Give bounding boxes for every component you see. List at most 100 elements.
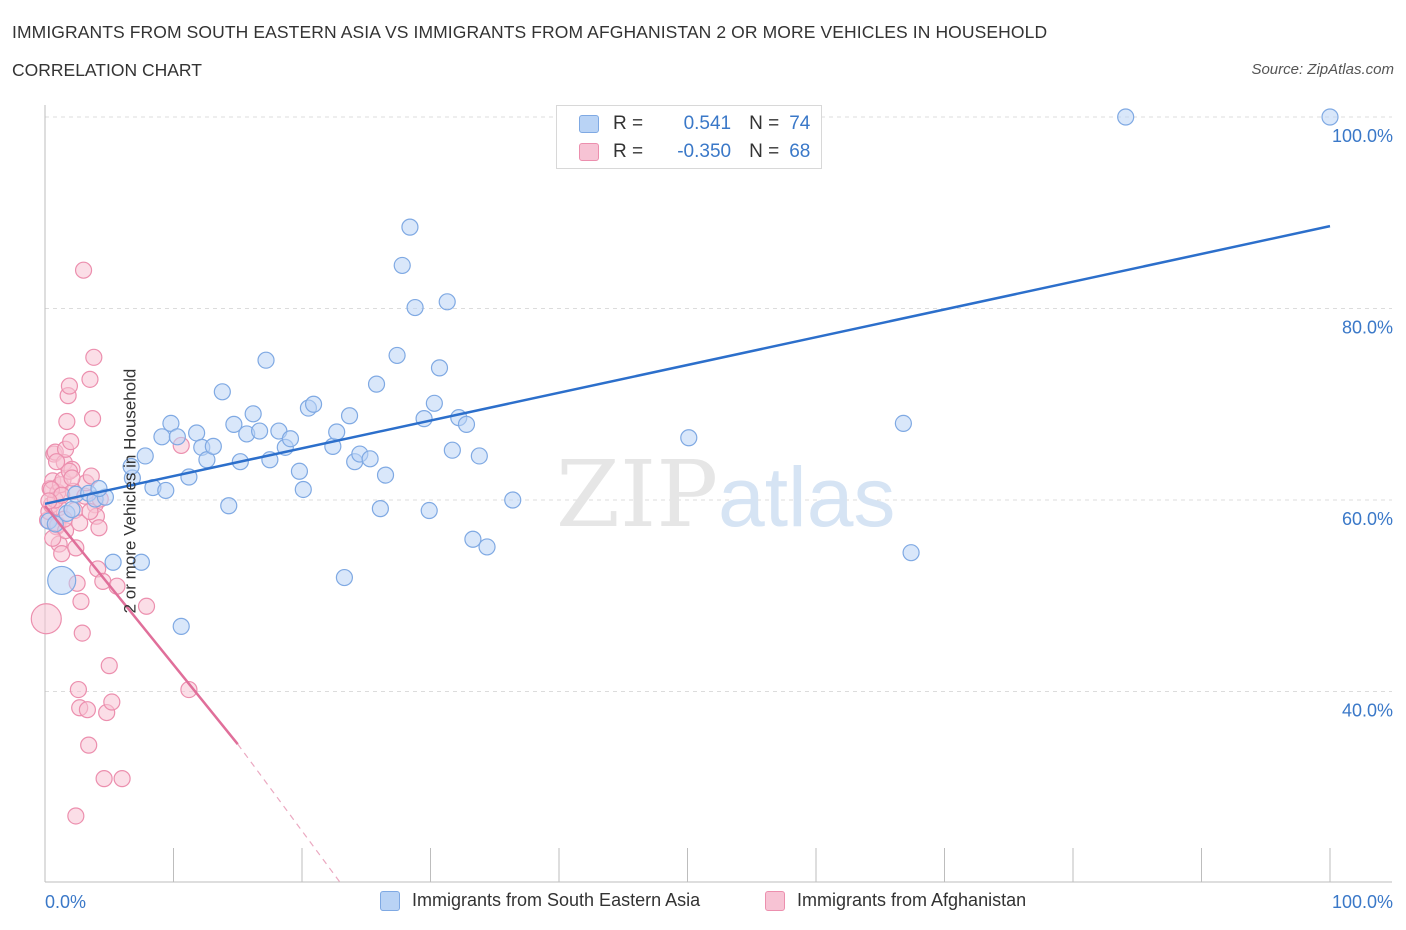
data-point-se-asia (470, 447, 488, 465)
data-point-se-asia (335, 568, 354, 587)
y-axis-label: 2 or more Vehicles in Household (120, 368, 140, 614)
series-legend-label: Immigrants from Afghanistan (797, 890, 1027, 910)
data-point-se-asia (457, 415, 476, 433)
data-point-se-asia (136, 447, 154, 465)
data-point-se-asia (1321, 108, 1339, 126)
data-point-se-asia (47, 565, 77, 596)
data-point-afghanistan (63, 469, 81, 487)
data-point-afghanistan (58, 412, 76, 431)
data-point-se-asia (401, 218, 419, 236)
data-point-afghanistan (74, 261, 93, 279)
data-point-se-asia (425, 394, 443, 412)
legend-row-afghanistan: R = -0.350 N = 68 (579, 139, 810, 165)
data-point-se-asia (430, 359, 449, 377)
data-point-afghanistan (100, 657, 118, 675)
series-legend-label: Immigrants from South Eastern Asia (412, 890, 701, 910)
data-point-se-asia (204, 437, 222, 455)
data-point-se-asia (894, 414, 912, 432)
data-point-afghanistan (67, 539, 85, 557)
y-tick-label: 60.0% (1342, 509, 1393, 529)
data-point-afghanistan (83, 410, 102, 428)
data-point-afghanistan (73, 624, 91, 642)
data-point-afghanistan (72, 592, 90, 611)
trend-line-se-asia (44, 224, 1331, 506)
data-point-afghanistan (81, 370, 99, 388)
data-point-se-asia (376, 466, 395, 484)
data-point-se-asia (371, 500, 389, 518)
data-point-se-asia (340, 407, 359, 425)
data-point-se-asia (294, 480, 312, 499)
data-point-afghanistan (78, 701, 97, 719)
data-point-se-asia (443, 441, 461, 459)
data-point-se-asia (478, 538, 496, 556)
trend-lines (44, 224, 1331, 884)
data-point-afghanistan (30, 603, 62, 635)
data-point-afghanistan (113, 770, 131, 788)
watermark-zip: ZIP (556, 441, 718, 548)
legend-n-label: N = (749, 141, 780, 162)
data-point-se-asia (132, 553, 150, 571)
trend-line-afghanistan (44, 504, 239, 745)
series-swatch-blue (380, 890, 400, 911)
data-point-afghanistan (62, 432, 80, 451)
data-point-se-asia (464, 530, 482, 548)
data-point-se-asia (902, 544, 920, 562)
legend-n-value: 68 (789, 141, 811, 162)
data-point-afghanistan (85, 348, 103, 366)
series-legend-se-asia: Immigrants from South Eastern Asia (380, 890, 700, 911)
se-asia-points (40, 108, 1339, 635)
grid-lines (45, 116, 1392, 692)
data-point-afghanistan (103, 693, 121, 711)
chart-title: IMMIGRANTS FROM SOUTH EASTERN ASIA VS IM… (12, 22, 1048, 42)
data-point-se-asia (438, 293, 456, 311)
data-point-se-asia (172, 617, 190, 635)
legend-r-label: R = (613, 141, 644, 162)
data-point-se-asia (680, 429, 698, 447)
data-point-se-asia (420, 501, 438, 520)
data-point-se-asia (304, 395, 323, 413)
data-point-afghanistan (95, 770, 113, 788)
data-point-afghanistan (69, 680, 88, 699)
watermark-atlas: atlas (718, 450, 895, 544)
chart-subtitle: CORRELATION CHART (12, 60, 202, 80)
data-point-se-asia (1117, 108, 1135, 126)
legend-n-value: 74 (789, 113, 811, 134)
data-point-afghanistan (90, 519, 108, 537)
data-point-se-asia (104, 553, 122, 571)
series-legend: Immigrants from South Eastern Asia Immig… (0, 890, 1406, 916)
data-point-se-asia (220, 497, 238, 515)
data-point-afghanistan (80, 736, 98, 754)
stats-legend: R = 0.541 N = 74 R = -0.350 N = 68 (556, 105, 822, 169)
data-point-afghanistan (67, 807, 85, 825)
data-point-se-asia (188, 424, 206, 442)
data-point-se-asia (213, 383, 231, 401)
data-point-se-asia (157, 481, 175, 500)
watermark: ZIP atlas (556, 441, 895, 548)
data-point-se-asia (63, 500, 81, 519)
data-point-afghanistan (82, 467, 100, 485)
y-tick-label: 100.0% (1332, 126, 1393, 146)
data-point-se-asia (281, 430, 300, 448)
data-point-se-asia (122, 457, 140, 476)
data-point-afghanistan (137, 597, 156, 615)
legend-swatch-pink (579, 143, 599, 161)
x-tick-label: 100.0% (1332, 892, 1393, 912)
data-point-se-asia (361, 450, 379, 468)
data-point-afghanistan (60, 377, 79, 395)
legend-row-se-asia: R = 0.541 N = 74 (579, 111, 810, 137)
data-point-se-asia (406, 298, 424, 317)
legend-swatch-blue (579, 115, 599, 133)
afghanistan-points (30, 261, 198, 825)
data-point-afghanistan (47, 453, 66, 471)
tick-labels: 40.0% 60.0% 80.0% 100.0% 0.0% 100.0% (45, 126, 1393, 912)
data-point-se-asia (250, 422, 269, 440)
legend-r-label: R = (613, 113, 644, 134)
y-tick-label: 80.0% (1342, 318, 1393, 338)
trend-line-afghanistan-extension (237, 743, 342, 884)
data-point-se-asia (225, 415, 243, 433)
data-point-se-asia (46, 515, 64, 533)
data-point-se-asia (388, 346, 406, 365)
data-point-se-asia (393, 256, 411, 275)
data-point-se-asia (290, 462, 309, 480)
legend-n-label: N = (749, 113, 780, 134)
